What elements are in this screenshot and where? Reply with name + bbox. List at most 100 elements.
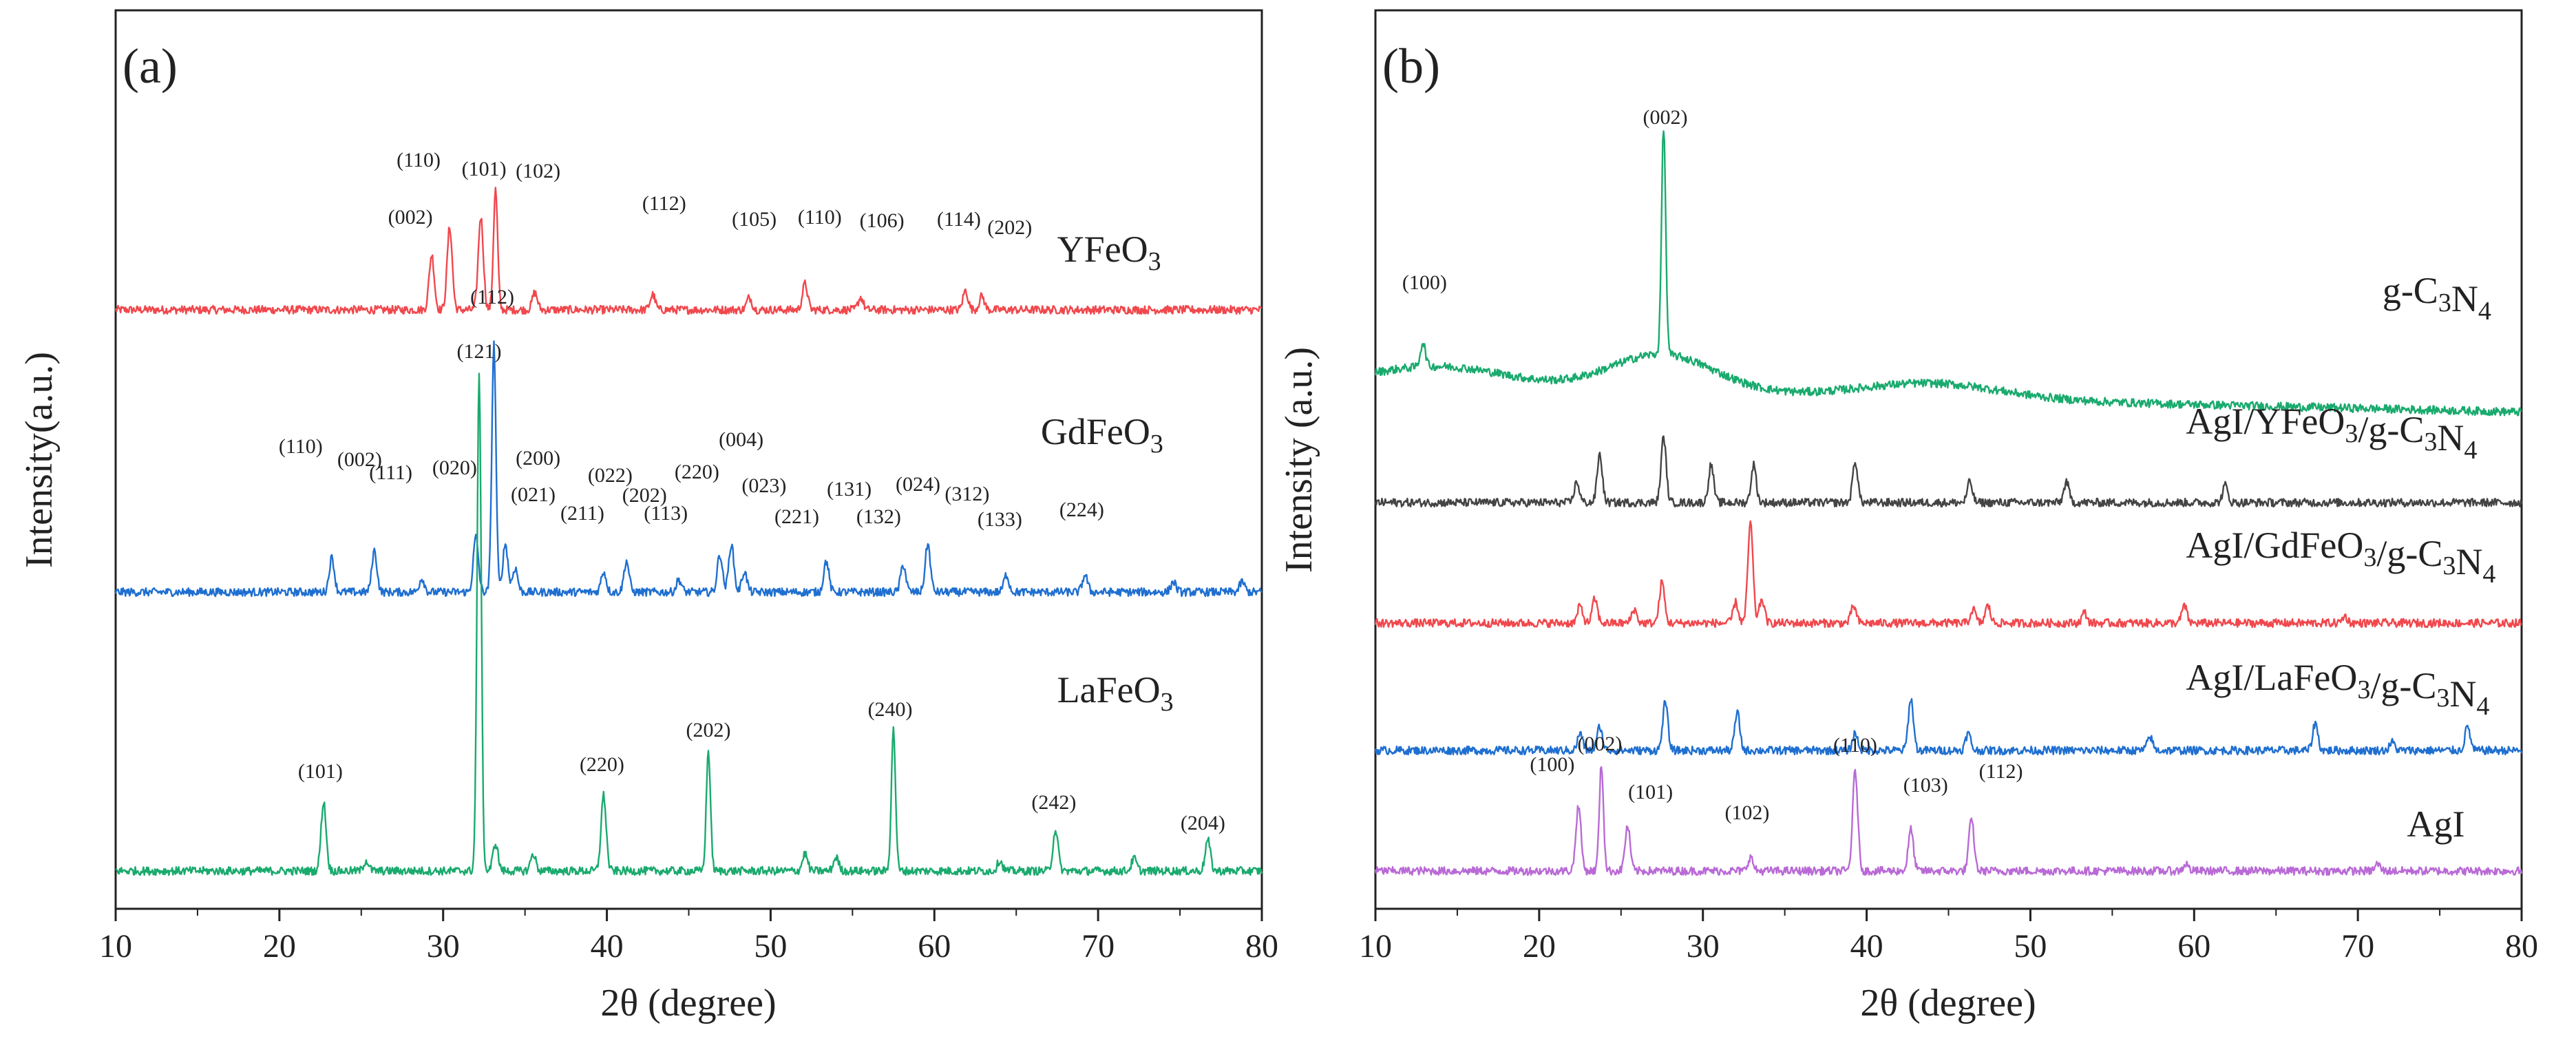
- x-tick-label: 50: [2014, 928, 2047, 965]
- x-tick-label: 20: [1523, 928, 1556, 965]
- peak-label: (121): [457, 340, 502, 363]
- peak-label: (004): [719, 428, 763, 451]
- peak-label: (105): [732, 208, 777, 231]
- series-LaFeO3: LaFeO3 (121) (101) (220) (202) (240) (242) (204…: [115, 340, 1263, 876]
- peak-label: (100): [1402, 271, 1447, 294]
- series-line: [1374, 130, 2522, 417]
- series-AgI/YFeO3/g-C3N4: AgI/YFeO3/g-C3N4: [1374, 401, 2523, 508]
- peak-label: (202): [622, 484, 667, 507]
- series-YFeO3: YFeO3 (110) (101) (102) (002) (112) (105) (110)…: [114, 149, 1263, 315]
- peak-label: (202): [686, 719, 731, 741]
- peak-label: (100): [1530, 753, 1574, 776]
- panel-b-label: (b): [1382, 39, 1440, 94]
- x-tick-label: 10: [1359, 928, 1392, 965]
- peak-label: (002): [1577, 733, 1622, 755]
- peak-label: (106): [860, 209, 905, 232]
- peak-label: (200): [516, 447, 560, 470]
- series-GdFeO3: GdFeO3 (112) (110) (002)(111) (020) (200) (021…: [114, 286, 1263, 598]
- panel-b-x-axis: 10 20 30 40 50 60 70 80: [1359, 909, 2538, 965]
- peak-label: (101): [462, 158, 507, 180]
- peak-label: (024): [896, 473, 940, 496]
- peak-label: (110): [279, 435, 323, 458]
- series-label: g-C3N4: [2383, 270, 2491, 326]
- peak-label: (110): [1833, 734, 1877, 757]
- series-AgI/LaFeO3/g-C3N4: AgI/LaFeO3/g-C3N4: [1374, 657, 2523, 756]
- peak-label: (002): [337, 448, 382, 471]
- x-tick-label: 40: [1850, 928, 1883, 965]
- x-tick-label: 70: [1081, 928, 1115, 965]
- panel-b: (b) 2θ (degree) Intensity (a.u.) 10 20 30 4…: [1278, 9, 2538, 1024]
- peak-label: (020): [432, 456, 477, 479]
- peak-label: (113): [644, 502, 688, 525]
- peak-label: (002): [388, 206, 433, 229]
- x-tick-label: 20: [263, 928, 296, 965]
- series-label: YFeO3: [1057, 229, 1161, 276]
- panel-b-xlabel: 2θ (degree): [1860, 982, 2036, 1024]
- peak-label: (131): [827, 478, 872, 501]
- x-tick-label: 30: [427, 928, 460, 965]
- peak-label: (133): [978, 508, 1022, 531]
- series-line: [1374, 766, 2523, 876]
- panel-b-ylabel: Intensity (a.u.): [1278, 347, 1320, 573]
- x-tick-label: 10: [99, 928, 132, 965]
- peak-label: (002): [1643, 106, 1688, 129]
- panel-a: (a) 2θ (degree) Intensity(a.u.) 10 20 30 40…: [18, 9, 1278, 1024]
- series-label: AgI/LaFeO3/g-C3N4: [2186, 657, 2489, 721]
- x-tick-label: 60: [2177, 928, 2210, 965]
- series-line: [1374, 520, 2523, 629]
- x-tick-label: 70: [2341, 928, 2374, 965]
- peak-label: (111): [369, 461, 412, 484]
- series-line: [114, 187, 1263, 315]
- series-AgI/GdFeO3/g-C3N4: AgI/GdFeO3/g-C3N4: [1374, 520, 2523, 629]
- peak-label: (103): [1903, 774, 1948, 797]
- panel-a-label: (a): [123, 39, 178, 94]
- x-tick-label: 40: [591, 928, 624, 965]
- peak-label: (021): [511, 483, 556, 506]
- panel-a-x-axis: 10 20 30 40 50 60 70 80: [99, 909, 1278, 965]
- peak-label: (102): [1724, 801, 1769, 824]
- peak-label: (220): [675, 461, 719, 483]
- series-line: [1374, 697, 2523, 756]
- peak-label: (110): [397, 149, 441, 171]
- peak-label: (110): [798, 206, 842, 229]
- peak-label: (242): [1031, 791, 1076, 814]
- panel-a-xlabel: 2θ (degree): [600, 982, 776, 1024]
- series-label: AgI/GdFeO3/g-C3N4: [2186, 525, 2495, 589]
- peak-label: (022): [588, 464, 633, 487]
- peak-label: (112): [1979, 760, 2023, 783]
- series-label: AgI: [2407, 803, 2465, 845]
- series-label: AgI/YFeO3/g-C3N4: [2186, 401, 2477, 465]
- peak-label: (240): [868, 698, 913, 721]
- peak-label: (101): [1628, 781, 1673, 803]
- x-tick-label: 50: [754, 928, 787, 965]
- peak-label: (221): [774, 505, 819, 528]
- series-label: LaFeO3: [1057, 669, 1174, 717]
- peak-label: (224): [1059, 498, 1104, 521]
- panel-a-frame: [114, 9, 1263, 910]
- peak-label: (114): [937, 208, 981, 231]
- peak-label: (220): [580, 753, 624, 776]
- panel-a-series: YFeO3 (110) (101) (102) (002) (112) (105) (110)…: [114, 149, 1263, 876]
- series-g-C3N4: g-C3N4 (002) (100): [1374, 106, 2522, 417]
- peak-label: (112): [470, 286, 514, 308]
- panel-b-series: g-C3N4(002)(100)AgI/YFeO3/g-C3N4AgI/GdFe…: [1374, 106, 2523, 876]
- series-label: GdFeO3: [1041, 411, 1163, 459]
- x-tick-label: 80: [1245, 928, 1278, 965]
- x-tick-label: 30: [1687, 928, 1720, 965]
- peak-label: (202): [987, 216, 1032, 239]
- peak-label: (023): [741, 474, 786, 497]
- series-line: [114, 340, 1263, 598]
- peak-label: (211): [560, 502, 604, 525]
- x-tick-label: 80: [2505, 928, 2538, 965]
- peak-label: (101): [298, 760, 343, 783]
- x-tick-label: 60: [918, 928, 951, 965]
- peak-label: (204): [1181, 812, 1225, 834]
- peak-label: (102): [516, 160, 560, 182]
- peak-label: (132): [856, 505, 901, 528]
- peak-label: (112): [642, 192, 686, 215]
- series-line: [115, 372, 1263, 876]
- panel-a-ylabel: Intensity(a.u.): [18, 352, 61, 568]
- series-line: [1374, 435, 2523, 508]
- peak-label: (312): [944, 483, 989, 505]
